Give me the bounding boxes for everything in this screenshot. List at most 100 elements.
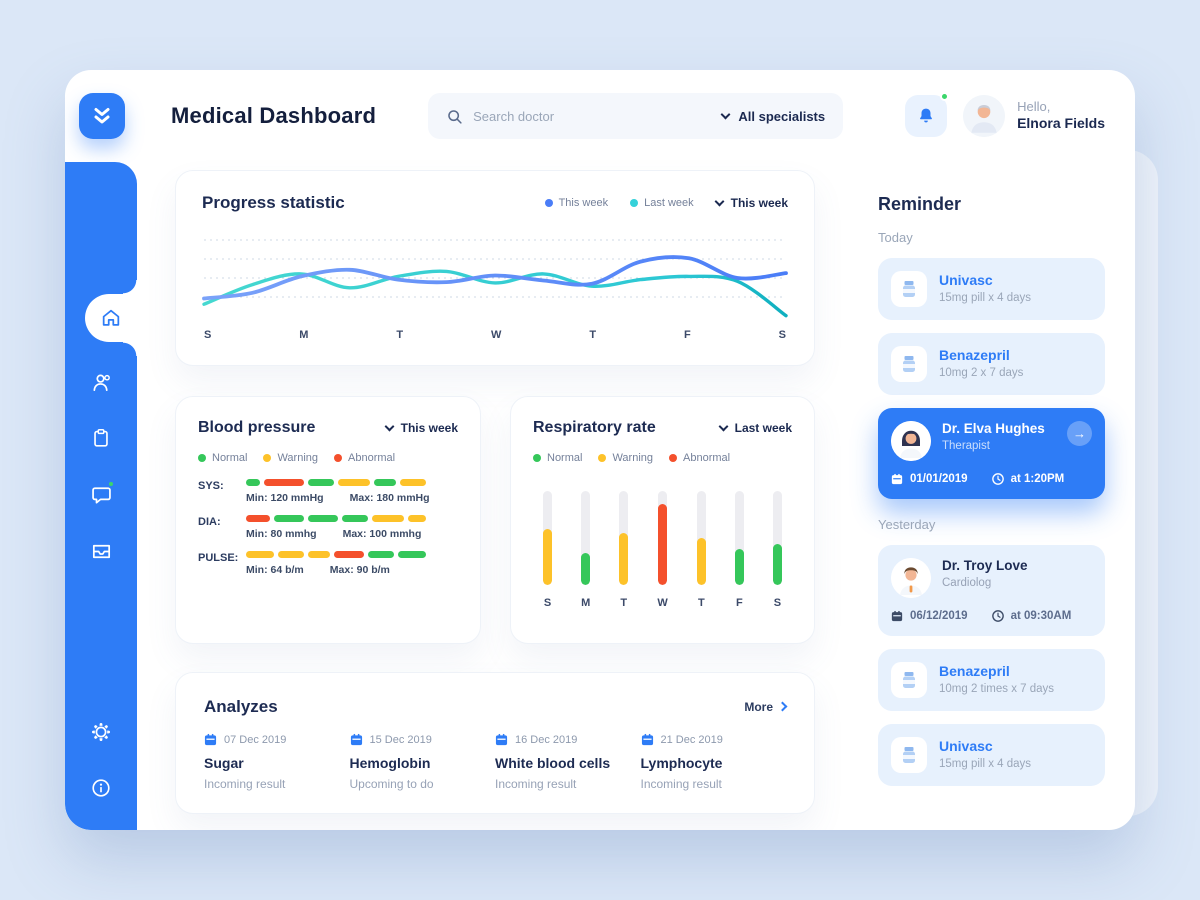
chevron-down-icon	[718, 421, 729, 432]
progress-statistic-card: Progress statistic This week Last week T…	[175, 170, 815, 366]
day-label: T	[589, 329, 597, 341]
sidebar-item-info[interactable]	[65, 760, 137, 816]
info-icon	[92, 779, 110, 797]
analyzes-item-hemoglobin[interactable]: 15 Dec 2019 Hemoglobin Upcoming to do	[349, 733, 496, 792]
page-title: Medical Dashboard	[171, 103, 377, 128]
doctor-name: Dr. Elva Hughes	[942, 421, 1045, 436]
bp-row-label: DIA:	[198, 516, 221, 528]
bp-segment	[308, 479, 334, 486]
user-name: Elnora Fields	[1017, 115, 1105, 132]
bp-segment	[308, 551, 330, 558]
analyzes-card: Analyzes More 07 Dec 2019 Sugar Incoming…	[175, 672, 815, 814]
user-avatar[interactable]	[963, 95, 1006, 137]
reminder-card-univasc-2[interactable]: Univasc 15mg pill x 4 days	[878, 724, 1105, 786]
bp-max: Max: 180 mmHg	[349, 492, 430, 504]
analysis-status: Upcoming to do	[349, 777, 434, 791]
legend-dot-warning	[263, 454, 272, 462]
bp-segment	[264, 479, 304, 486]
logo-double-chevron-icon	[94, 108, 110, 124]
respiratory-filter-dropdown[interactable]: Last week	[718, 421, 792, 435]
respiratory-rate-card: Respiratory rate Last week Normal Warnin…	[510, 396, 815, 644]
bp-segment	[368, 551, 394, 558]
specialists-filter[interactable]: All specialists	[738, 108, 826, 124]
reminder-card-benazepril[interactable]: Benazepril 10mg 2 x 7 days	[878, 333, 1105, 395]
bp-segment	[342, 515, 368, 522]
resp-bar: S	[543, 491, 552, 609]
resp-bar: T	[696, 491, 706, 609]
chevron-right-icon	[777, 701, 788, 712]
bp-segment	[274, 515, 304, 522]
reminder-card-benazepril-2[interactable]: Benazepril 10mg 2 times x 7 days	[878, 649, 1105, 711]
bp-segment	[308, 515, 338, 522]
medication-dose: 15mg pill x 4 days	[939, 758, 1032, 770]
blood-pressure-legend: Normal Warning Abnormal	[198, 452, 458, 464]
resp-bar: F	[734, 491, 744, 609]
app-logo[interactable]	[79, 93, 125, 139]
respiratory-legend: Normal Warning Abnormal	[533, 452, 792, 464]
clock-icon	[991, 610, 1004, 622]
bp-min: Min: 64 b/m	[246, 564, 304, 576]
open-appointment-button[interactable]: →	[1067, 421, 1092, 446]
analysis-date: 21 Dec 2019	[660, 733, 723, 746]
search-placeholder: Search doctor	[473, 108, 555, 124]
analyzes-item-sugar[interactable]: 07 Dec 2019 Sugar Incoming result	[204, 733, 350, 792]
legend-label: Warning	[612, 452, 654, 464]
notifications-button[interactable]	[905, 92, 950, 137]
bp-row: PULSE: Min: 64 b/m Max: 90 b/m	[198, 551, 458, 576]
analysis-date: 15 Dec 2019	[369, 733, 432, 746]
bp-row-label: SYS:	[198, 480, 224, 492]
sidebar-item-settings[interactable]	[65, 704, 137, 760]
day-label: S	[204, 329, 212, 341]
bp-min: Min: 120 mmHg	[246, 492, 324, 504]
legend-dot-this-week	[544, 199, 553, 207]
sidebar-item-patients[interactable]	[65, 354, 137, 410]
home-icon	[102, 309, 120, 326]
medication-name: Benazepril	[939, 347, 1010, 364]
day-label: F	[683, 329, 691, 341]
blood-pressure-card: Blood pressure This week Normal Warning …	[175, 396, 481, 644]
chevron-down-icon	[720, 109, 731, 120]
chevron-down-icon	[714, 196, 725, 207]
day-label: T	[396, 329, 404, 341]
legend-label: Normal	[212, 452, 248, 464]
bp-segment	[408, 515, 426, 522]
clock-icon	[991, 473, 1004, 485]
appointment-date: 01/01/2019	[910, 473, 968, 485]
sidebar-item-records[interactable]	[65, 410, 137, 466]
medication-name: Univasc	[939, 738, 993, 755]
sidebar-item-chat[interactable]	[65, 466, 137, 522]
bp-row: DIA: Min: 80 mmhg Max: 100 mmhg	[198, 515, 458, 540]
reminder-card-dr-elva-hughes[interactable]: Dr. Elva Hughes Therapist → 01/01/2019 a…	[878, 408, 1105, 499]
calendar-icon	[891, 473, 903, 485]
medication-name: Benazepril	[939, 663, 1010, 680]
appointment-time: at 1:20PM	[1010, 473, 1065, 485]
sidebar-item-home[interactable]	[85, 280, 137, 356]
bp-segment	[246, 551, 274, 558]
legend-last-week: Last week	[630, 197, 694, 209]
blood-pressure-filter-dropdown[interactable]: This week	[384, 421, 458, 435]
analysis-name: Lymphocyte	[640, 755, 723, 771]
progress-filter-dropdown[interactable]: This week	[714, 196, 788, 210]
calendar-icon	[891, 610, 903, 622]
reminder-card-dr-troy-love[interactable]: Dr. Troy Love Cardiolog 06/12/2019 at 09…	[878, 545, 1105, 636]
reminder-card-univasc[interactable]: Univasc 15mg pill x 4 days	[878, 258, 1105, 320]
search-bar[interactable]: Search doctor All specialists	[428, 93, 844, 139]
legend-dot-last-week	[630, 199, 639, 207]
legend-label: Last week	[644, 197, 694, 209]
sidebar-footer	[65, 704, 137, 830]
analysis-name: Hemoglobin	[349, 755, 431, 771]
bp-max: Max: 100 mmhg	[342, 528, 422, 540]
analyzes-more-link[interactable]: More	[744, 700, 788, 714]
analyzes-item-white-blood-cells[interactable]: 16 Dec 2019 White blood cells Incoming r…	[495, 733, 641, 792]
analyzes-item-lymphocyte[interactable]: 21 Dec 2019 Lymphocyte Incoming result	[640, 733, 787, 792]
reminder-panel: Reminder Today Univasc 15mg pill x 4 day…	[845, 70, 1135, 830]
clipboard-icon	[94, 429, 108, 447]
doctor-avatar	[891, 558, 931, 598]
greeting-text: Hello,	[1017, 99, 1051, 115]
line-last-week	[202, 269, 788, 318]
more-label: More	[744, 700, 773, 714]
medication-dose: 10mg 2 x 7 days	[939, 367, 1024, 379]
bp-segment	[246, 515, 270, 522]
pill-bottle-icon	[891, 737, 927, 773]
sidebar-item-archive[interactable]	[65, 522, 137, 578]
